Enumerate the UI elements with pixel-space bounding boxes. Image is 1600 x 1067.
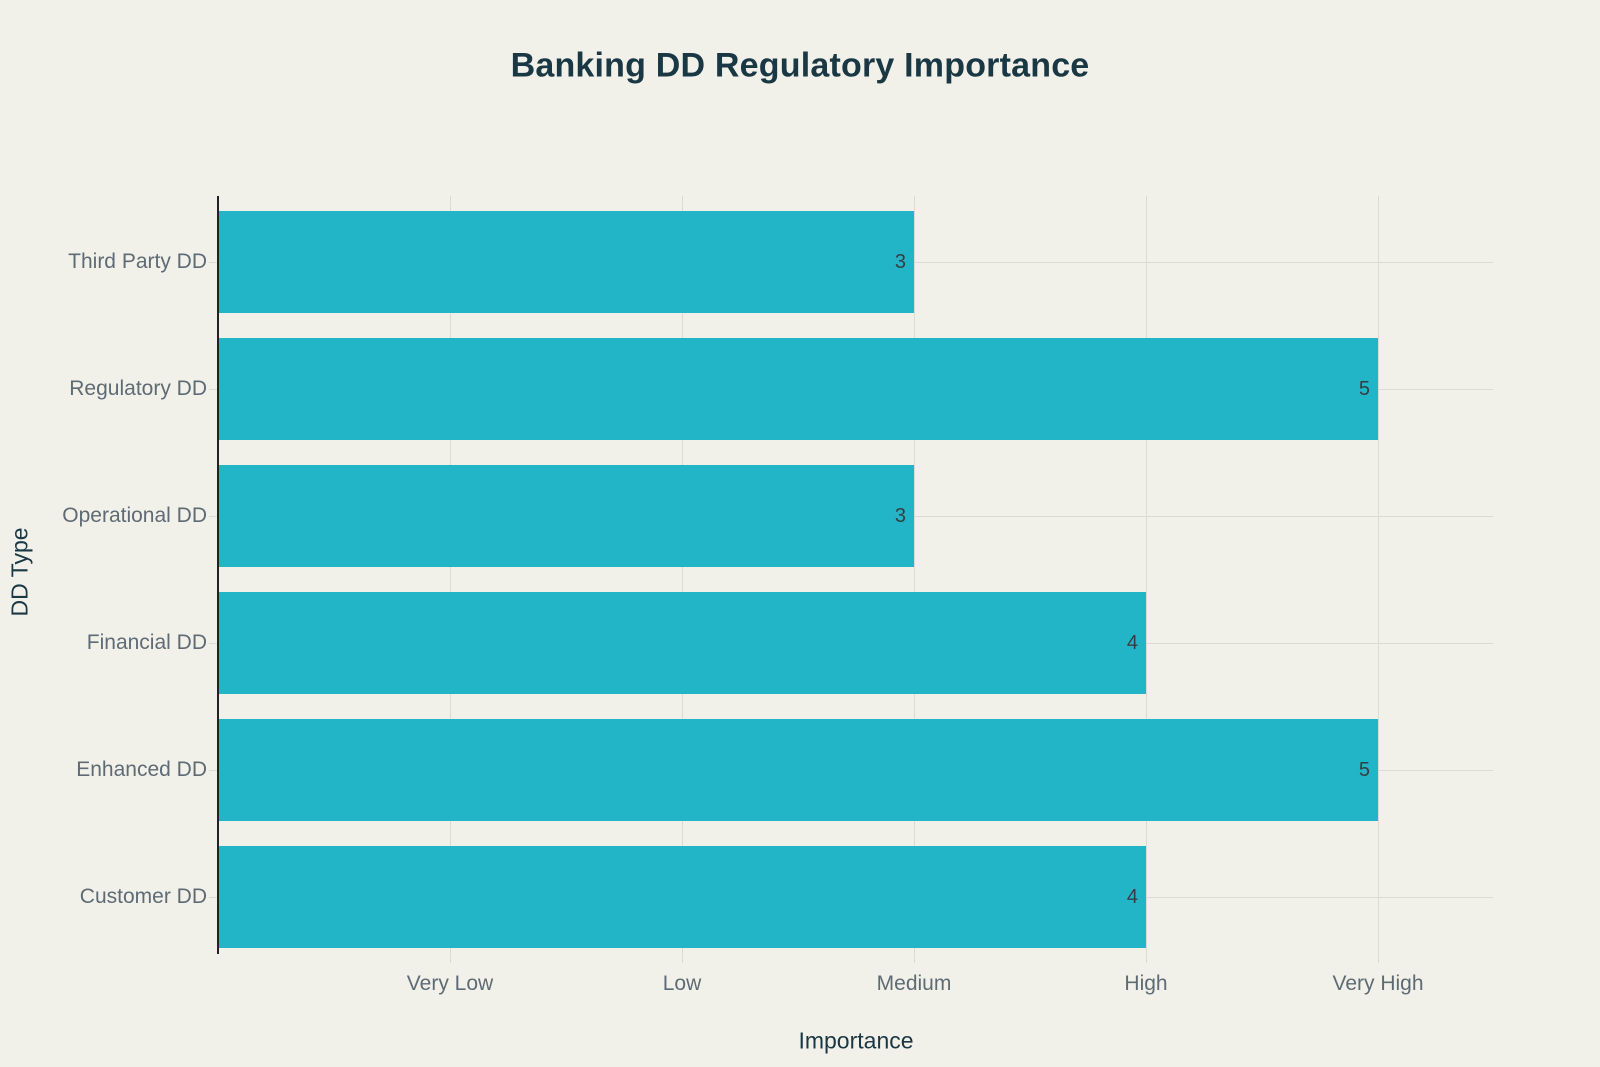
x-tick-mark	[449, 949, 451, 963]
y-tick-mark	[209, 642, 218, 644]
bar-enhanced-dd[interactable]	[219, 719, 1378, 821]
y-tick-mark	[209, 388, 218, 390]
y-axis-title: DD Type	[6, 527, 33, 617]
bar-financial-dd[interactable]	[219, 592, 1146, 694]
x-tick-mark	[681, 949, 683, 963]
x-tick-label-medium: Medium	[876, 972, 952, 995]
vertical-gridline	[1377, 196, 1379, 949]
bar-value-label: 5	[1358, 378, 1370, 400]
vertical-gridline	[681, 196, 683, 949]
x-axis-title: Importance	[798, 1027, 914, 1054]
vertical-gridline	[449, 196, 451, 949]
y-tick-label-regulatory-dd: Regulatory DD	[69, 377, 207, 400]
x-tick-label-very-high: Very High	[1332, 972, 1424, 995]
x-tick-label-very-low: Very Low	[406, 972, 494, 995]
y-tick-label-enhanced-dd: Enhanced DD	[76, 758, 207, 781]
y-tick-mark	[209, 261, 218, 263]
chart-title: Banking DD Regulatory Importance	[510, 46, 1090, 85]
bar-value-label: 4	[1126, 632, 1138, 654]
bar-customer-dd[interactable]	[219, 846, 1146, 948]
y-tick-mark	[209, 515, 218, 517]
y-tick-mark	[209, 896, 218, 898]
y-tick-label-customer-dd: Customer DD	[79, 885, 207, 908]
bar-value-label: 3	[894, 251, 906, 273]
vertical-gridline	[913, 196, 915, 949]
bar-third-party-dd[interactable]	[219, 211, 914, 313]
x-tick-mark	[1145, 949, 1147, 963]
vertical-gridline	[1145, 196, 1147, 949]
bar-value-label: 5	[1358, 759, 1370, 781]
bar-value-label: 4	[1126, 886, 1138, 908]
y-tick-label-operational-dd: Operational DD	[62, 504, 207, 527]
x-tick-label-high: High	[1124, 972, 1168, 995]
y-tick-label-third-party-dd: Third Party DD	[68, 250, 207, 273]
bar-regulatory-dd[interactable]	[219, 338, 1378, 440]
bar-operational-dd[interactable]	[219, 465, 914, 567]
x-tick-label-low: Low	[662, 972, 702, 995]
y-tick-mark	[209, 769, 218, 771]
bar-value-label: 3	[894, 505, 906, 527]
x-tick-mark	[1377, 949, 1379, 963]
x-tick-mark	[913, 949, 915, 963]
y-axis-line	[217, 196, 219, 954]
y-tick-label-financial-dd: Financial DD	[86, 631, 207, 654]
